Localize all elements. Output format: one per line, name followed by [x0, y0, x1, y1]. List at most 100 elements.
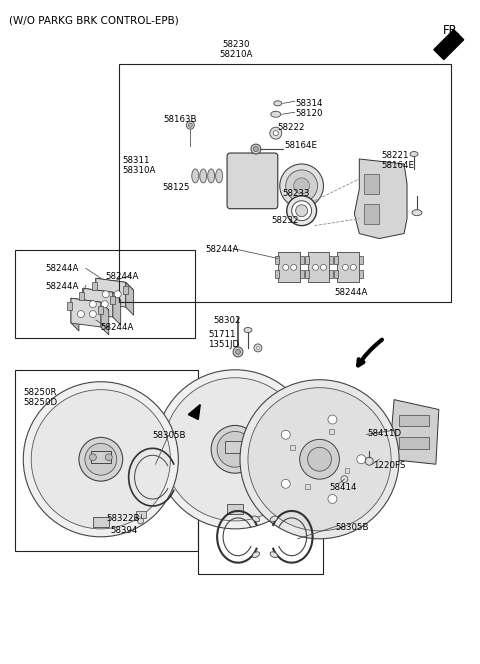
- Polygon shape: [83, 288, 113, 317]
- Bar: [305, 256, 309, 264]
- Polygon shape: [96, 278, 126, 307]
- Bar: [300, 256, 304, 264]
- Circle shape: [254, 344, 262, 352]
- Circle shape: [342, 264, 348, 270]
- Text: 58310A: 58310A: [123, 166, 156, 175]
- Circle shape: [312, 264, 319, 270]
- Circle shape: [280, 164, 324, 208]
- Circle shape: [77, 311, 84, 317]
- Circle shape: [164, 378, 307, 521]
- Bar: [225, 442, 245, 454]
- Text: 58250D: 58250D: [23, 398, 58, 406]
- Circle shape: [233, 347, 243, 357]
- Wedge shape: [51, 473, 148, 511]
- Text: 58322B: 58322B: [107, 514, 140, 523]
- Bar: [345, 468, 349, 473]
- Polygon shape: [83, 288, 120, 300]
- Bar: [360, 270, 363, 278]
- Ellipse shape: [192, 169, 199, 183]
- Text: 58311: 58311: [123, 156, 150, 165]
- Circle shape: [79, 438, 123, 481]
- Ellipse shape: [252, 552, 260, 558]
- Text: 58163B: 58163B: [164, 116, 197, 124]
- Circle shape: [357, 455, 366, 463]
- Circle shape: [256, 347, 259, 349]
- Text: 1220FS: 1220FS: [373, 461, 406, 470]
- Wedge shape: [176, 461, 291, 511]
- Text: 58305B: 58305B: [153, 432, 186, 440]
- Text: 58125: 58125: [162, 183, 190, 192]
- Circle shape: [281, 479, 290, 488]
- Polygon shape: [434, 30, 464, 60]
- Ellipse shape: [274, 101, 282, 106]
- Text: 58232: 58232: [272, 216, 300, 224]
- Circle shape: [114, 291, 121, 297]
- Bar: [335, 270, 338, 278]
- Circle shape: [240, 380, 399, 539]
- Circle shape: [283, 264, 288, 270]
- Circle shape: [300, 440, 339, 479]
- Text: 58250R: 58250R: [23, 388, 57, 396]
- Bar: [360, 256, 363, 264]
- Bar: [337, 252, 360, 282]
- Ellipse shape: [412, 210, 422, 216]
- Bar: [329, 270, 334, 278]
- Circle shape: [328, 415, 337, 424]
- Bar: [364, 204, 379, 224]
- Bar: [119, 64, 451, 302]
- Text: 58210A: 58210A: [219, 50, 252, 58]
- Ellipse shape: [270, 552, 277, 558]
- Text: 58230: 58230: [222, 40, 250, 48]
- Text: 58302: 58302: [213, 316, 240, 325]
- Ellipse shape: [271, 112, 281, 118]
- Bar: [329, 256, 334, 264]
- Circle shape: [291, 264, 297, 270]
- Circle shape: [270, 127, 282, 139]
- Circle shape: [23, 382, 179, 537]
- Polygon shape: [71, 298, 109, 310]
- Bar: [399, 438, 429, 450]
- Ellipse shape: [216, 169, 223, 183]
- Wedge shape: [184, 466, 282, 504]
- Wedge shape: [179, 388, 295, 437]
- Text: 58305B: 58305B: [336, 523, 369, 532]
- Circle shape: [105, 454, 112, 461]
- Polygon shape: [188, 404, 200, 420]
- Text: 58244A: 58244A: [205, 244, 239, 254]
- Bar: [123, 286, 128, 294]
- Circle shape: [89, 454, 96, 461]
- Text: 58411D: 58411D: [367, 430, 401, 438]
- Circle shape: [102, 291, 109, 297]
- Text: 58244A: 58244A: [106, 272, 139, 282]
- Wedge shape: [188, 394, 287, 432]
- Ellipse shape: [200, 169, 207, 183]
- Circle shape: [236, 349, 240, 355]
- Ellipse shape: [252, 516, 260, 522]
- Circle shape: [286, 170, 318, 202]
- Circle shape: [138, 518, 144, 524]
- Bar: [278, 252, 300, 282]
- FancyBboxPatch shape: [227, 153, 278, 208]
- Bar: [91, 452, 111, 463]
- Circle shape: [281, 430, 290, 439]
- Circle shape: [350, 264, 356, 270]
- Polygon shape: [83, 288, 91, 321]
- Wedge shape: [43, 398, 161, 450]
- Bar: [92, 282, 97, 290]
- Text: 51711: 51711: [208, 330, 236, 339]
- Circle shape: [31, 390, 170, 529]
- Text: 58221: 58221: [381, 151, 408, 160]
- Text: 58244A: 58244A: [101, 323, 134, 332]
- Bar: [93, 517, 109, 527]
- Bar: [136, 511, 145, 518]
- Bar: [98, 306, 103, 314]
- Text: FR.: FR.: [443, 24, 461, 37]
- Bar: [67, 302, 72, 310]
- Circle shape: [253, 147, 258, 151]
- Bar: [300, 270, 304, 278]
- Ellipse shape: [270, 516, 277, 522]
- Text: 58244A: 58244A: [335, 288, 368, 297]
- Circle shape: [186, 122, 194, 129]
- Polygon shape: [71, 298, 101, 327]
- Circle shape: [156, 370, 314, 529]
